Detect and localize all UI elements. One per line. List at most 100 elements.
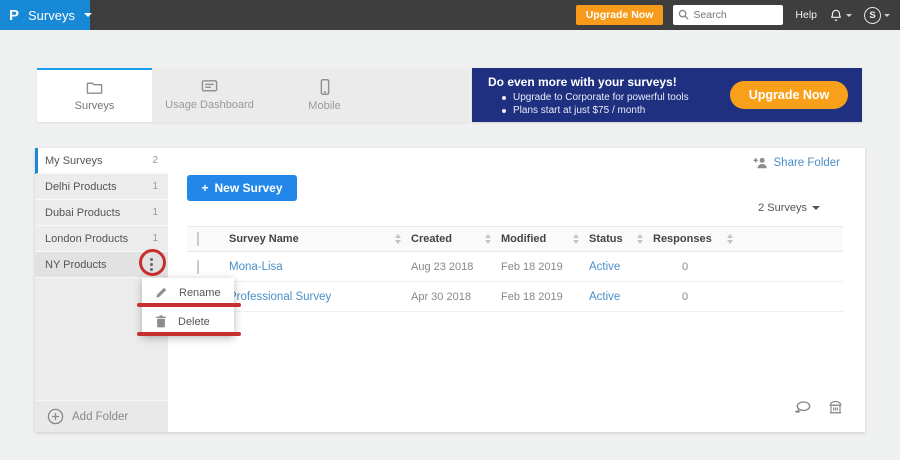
upgrade-now-button[interactable]: Upgrade Now — [575, 5, 664, 25]
bell-icon — [831, 9, 841, 21]
created-date: Aug 23 2018 — [411, 260, 474, 273]
help-link[interactable]: Help — [795, 9, 817, 21]
product-name: Surveys — [28, 7, 75, 23]
add-circle-icon — [47, 408, 64, 425]
folder-name: My Surveys — [45, 154, 103, 167]
responses-count: 0 — [681, 290, 689, 303]
sort-icon[interactable] — [395, 234, 401, 244]
column-responses: Responses — [653, 233, 743, 245]
section-tabs: Surveys Usage Dashboard Mobile — [37, 68, 468, 122]
banner-bullet-text: Plans start at just $75 / month — [513, 105, 646, 116]
tab-label: Mobile — [308, 99, 341, 112]
tab-mobile[interactable]: Mobile — [267, 68, 382, 122]
tab-usage-dashboard[interactable]: Usage Dashboard — [152, 68, 267, 122]
trash-bin-icon — [829, 400, 842, 414]
search-icon — [679, 9, 689, 20]
mobile-icon — [320, 78, 329, 95]
folder-name: Dubai Products — [45, 206, 121, 219]
dashboard-icon — [201, 80, 218, 92]
table-header-row: Survey Name Created Modified Status Resp… — [187, 226, 843, 252]
share-folder-label: Share Folder — [773, 156, 840, 169]
column-label: Survey Name — [229, 233, 299, 245]
tab-surveys[interactable]: Surveys — [37, 68, 152, 122]
brand-product-switcher[interactable]: P Surveys — [0, 0, 92, 30]
banner-upgrade-button[interactable]: Upgrade Now — [730, 81, 848, 109]
surveys-count-label: 2 Surveys — [758, 202, 807, 214]
row-checkbox[interactable] — [197, 259, 199, 274]
surveys-count-dropdown[interactable]: 2 Surveys — [758, 202, 820, 214]
table-row: Professional Survey Apr 30 2018 Feb 18 2… — [187, 282, 843, 312]
table-row: Mona-Lisa Aug 23 2018 Feb 18 2019 Active… — [187, 252, 843, 282]
avatar: S — [864, 6, 881, 24]
bullet-dot-icon — [502, 108, 506, 113]
responses-count: 0 — [681, 260, 689, 273]
add-folder-button[interactable]: Add Folder — [35, 400, 168, 432]
folder-item-dubai-products[interactable]: Dubai Products 1 — [35, 200, 168, 226]
trash-bin-button[interactable] — [828, 400, 843, 420]
folder-count: 1 — [152, 233, 158, 244]
share-user-icon — [753, 157, 767, 169]
column-label: Status — [589, 233, 623, 245]
header-checkbox-cell — [187, 232, 229, 246]
comment-loop-button[interactable] — [793, 400, 812, 420]
bullet-dot-icon — [502, 95, 506, 100]
sort-icon[interactable] — [485, 234, 491, 244]
surveys-panel: My Surveys 2 Delhi Products 1 Dubai Prod… — [35, 148, 865, 432]
new-survey-label: New Survey — [214, 181, 283, 195]
chevron-down-icon — [884, 13, 890, 17]
folder-count: 1 — [152, 181, 158, 192]
plus-icon: + — [201, 181, 209, 195]
sort-icon[interactable] — [727, 234, 733, 244]
folder-name: NY Products — [45, 258, 107, 271]
share-folder-button[interactable]: Share Folder — [752, 156, 840, 169]
folder-item-ny-products[interactable]: NY Products — [35, 252, 168, 278]
column-modified: Modified — [501, 233, 589, 245]
folder-name: London Products — [45, 232, 129, 245]
status-link[interactable]: Active — [589, 260, 621, 273]
search-input[interactable] — [673, 5, 784, 25]
chevron-down-icon — [83, 13, 92, 17]
folder-icon — [86, 82, 103, 94]
survey-name-link[interactable]: Professional Survey — [229, 290, 332, 303]
survey-name-link[interactable]: Mona-Lisa — [229, 260, 283, 273]
column-label: Responses — [653, 233, 712, 245]
footer-icons — [793, 400, 843, 420]
chevron-down-icon — [812, 206, 820, 210]
folder-count: 2 — [152, 155, 158, 166]
folder-context-menu: Rename Delete — [142, 278, 234, 336]
new-survey-button[interactable]: + New Survey — [187, 175, 297, 201]
banner-bullet: Upgrade to Corporate for powerful tools — [502, 92, 862, 103]
notifications-button[interactable] — [829, 8, 852, 22]
chevron-down-icon — [846, 13, 852, 17]
modified-date: Feb 18 2019 — [501, 290, 563, 303]
banner-bullet-text: Upgrade to Corporate for powerful tools — [513, 92, 689, 103]
delete-label: Delete — [178, 315, 210, 328]
top-bar: P Surveys Upgrade Now Help S — [0, 0, 900, 30]
modified-date: Feb 18 2019 — [501, 260, 563, 273]
promo-banner: Do even more with your surveys! Upgrade … — [472, 68, 862, 122]
folder-options-kebab-icon[interactable] — [145, 254, 158, 275]
folder-name: Delhi Products — [45, 180, 117, 193]
folder-item-my-surveys[interactable]: My Surveys 2 — [35, 148, 168, 174]
folder-item-london-products[interactable]: London Products 1 — [35, 226, 168, 252]
context-menu-delete[interactable]: Delete — [142, 307, 234, 336]
search-box — [673, 5, 784, 25]
select-all-checkbox[interactable] — [197, 232, 199, 246]
created-date: Apr 30 2018 — [411, 290, 471, 303]
surveys-table: Survey Name Created Modified Status Resp… — [187, 226, 843, 312]
sort-icon[interactable] — [573, 234, 579, 244]
folder-item-delhi-products[interactable]: Delhi Products 1 — [35, 174, 168, 200]
proprofs-logo: P — [9, 6, 20, 24]
banner-title: Do even more with your surveys! — [488, 75, 677, 89]
comment-icon — [793, 401, 811, 413]
add-folder-label: Add Folder — [72, 410, 129, 423]
sort-icon[interactable] — [637, 234, 643, 244]
banner-bullet: Plans start at just $75 / month — [502, 105, 862, 116]
tab-label: Surveys — [74, 100, 115, 112]
status-link[interactable]: Active — [589, 290, 621, 303]
account-menu-button[interactable]: S — [864, 6, 890, 24]
column-status: Status — [589, 233, 653, 245]
context-menu-rename[interactable]: Rename — [142, 278, 234, 307]
pencil-icon — [156, 287, 167, 298]
column-label: Modified — [501, 233, 547, 245]
